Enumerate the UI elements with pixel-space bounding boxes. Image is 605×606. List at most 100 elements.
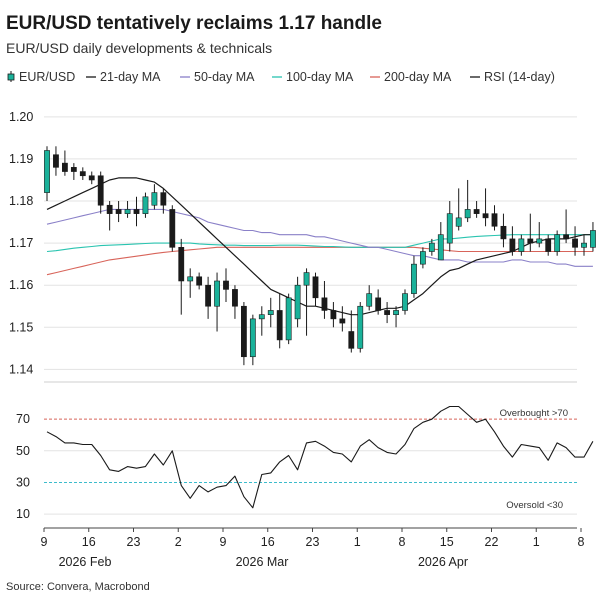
legend-label: EUR/USD — [19, 70, 75, 84]
legend-label: 100-day MA — [286, 70, 354, 84]
candle-body — [53, 154, 59, 168]
candle-body — [536, 238, 543, 244]
x-tick-label: 15 — [440, 535, 454, 549]
candle-body — [276, 310, 283, 341]
oversold-label: Oversold <30 — [506, 500, 563, 511]
rsi-tick-label: 50 — [16, 444, 30, 458]
price-tick-label: 1.20 — [9, 110, 33, 124]
candle-body — [348, 331, 355, 349]
candle-body — [563, 234, 569, 240]
candle-body — [411, 263, 417, 294]
candle-body — [214, 280, 220, 307]
x-tick-label: 2 — [175, 535, 182, 549]
price-tick-label: 1.14 — [9, 362, 33, 376]
candle-body — [241, 305, 247, 358]
overbought-label: Overbought >70 — [500, 408, 568, 419]
x-axis: 9 16 23 2 9 16 23 1 8 15 22 1 8 2026 Feb 2026 Mar 2026 … — [41, 527, 585, 569]
candle-body — [196, 276, 203, 286]
x-tick-label: 1 — [533, 535, 540, 549]
rsi-lines — [46, 405, 594, 509]
candle-body — [232, 289, 238, 307]
candle-body — [545, 238, 552, 252]
month-label: 2026 Apr — [418, 555, 468, 569]
rsi-grid — [44, 418, 577, 515]
candle-body — [70, 167, 77, 172]
candle-body — [79, 171, 86, 177]
candle-body — [518, 238, 525, 252]
candle-body — [509, 238, 516, 252]
rsi-tick-label: 70 — [16, 412, 30, 426]
legend-swatch-candle — [7, 73, 15, 81]
ma200-line — [46, 246, 593, 276]
rsi-axis: 10 30 50 70 — [16, 412, 30, 521]
ma21-line — [46, 177, 593, 316]
candle-body — [258, 314, 265, 320]
candle-body — [572, 238, 578, 248]
candle-body — [88, 175, 95, 181]
price-tick-label: 1.15 — [9, 320, 33, 334]
x-tick-label: 22 — [485, 535, 499, 549]
candle-body — [393, 310, 399, 315]
price-axis: 1.14 1.15 1.16 1.17 1.18 1.19 1.20 — [9, 110, 33, 377]
x-tick-label: 23 — [306, 535, 320, 549]
candle-body — [402, 293, 408, 311]
candle-body — [527, 238, 534, 244]
candle-body — [339, 318, 346, 324]
x-tick-label: 9 — [41, 535, 48, 549]
candle-body — [312, 276, 319, 299]
x-tick-label: 16 — [261, 535, 275, 549]
chart-title: EUR/USD tentatively reclaims 1.17 handle — [6, 13, 382, 34]
legend: EUR/USD 21-day MA 50-day MA 100-day MA 200-d… — [7, 70, 555, 84]
candle-body — [330, 310, 337, 320]
rsi-line — [46, 405, 594, 509]
candle-body — [491, 213, 498, 227]
legend-label: RSI (14-day) — [484, 70, 555, 84]
candle-body — [464, 209, 471, 219]
x-tick-label: 16 — [82, 535, 96, 549]
rsi-tick-label: 10 — [16, 507, 30, 521]
chart-subtitle: EUR/USD daily developments & technicals — [6, 40, 272, 56]
candle-body — [437, 234, 444, 261]
candles — [44, 146, 596, 366]
candle-body — [446, 213, 453, 244]
candle-body — [455, 217, 462, 227]
candle-body — [178, 247, 185, 282]
candle-body — [428, 242, 435, 252]
candle-body — [44, 150, 50, 193]
candle-body — [124, 209, 131, 214]
x-tick-label: 23 — [127, 535, 141, 549]
candle-body — [97, 175, 104, 206]
candle-body — [133, 209, 140, 214]
candle-body — [590, 230, 596, 248]
price-tick-label: 1.18 — [9, 194, 33, 208]
candle-body — [357, 305, 364, 349]
candle-body — [151, 192, 158, 206]
candle-body — [285, 297, 292, 341]
legend-label: 200-day MA — [384, 70, 452, 84]
candle-body — [267, 310, 274, 315]
candle-body — [375, 297, 382, 311]
candle-body — [554, 234, 561, 252]
candle-body — [294, 284, 301, 320]
x-tick-label: 9 — [220, 535, 227, 549]
x-tick-label: 8 — [578, 535, 585, 549]
legend-label: 21-day MA — [100, 70, 161, 84]
legend-label: 50-day MA — [194, 70, 255, 84]
candle-body — [142, 196, 149, 214]
price-tick-label: 1.17 — [9, 236, 33, 250]
candle-body — [321, 297, 328, 311]
candle-body — [303, 272, 310, 286]
month-label: 2026 Feb — [59, 555, 112, 569]
candle-body — [205, 284, 211, 307]
candle-body — [384, 310, 390, 315]
candle-body — [106, 204, 113, 214]
candle-body — [61, 162, 68, 172]
x-tick-label: 1 — [354, 535, 361, 549]
candle-body — [160, 192, 167, 206]
candle-body — [419, 251, 426, 265]
candle-body — [473, 209, 480, 214]
candle-body — [187, 276, 194, 282]
x-tick-label: 8 — [399, 535, 406, 549]
rsi-tick-label: 30 — [16, 475, 30, 489]
